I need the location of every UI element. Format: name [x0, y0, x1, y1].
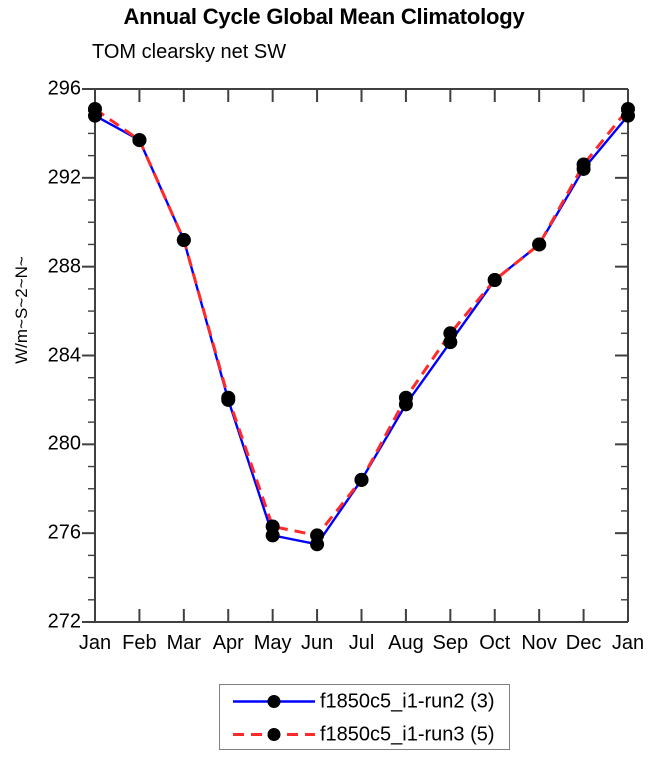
y-axis-tick-label: 284 [47, 344, 81, 366]
x-axis-tick-label: Aug [388, 632, 424, 654]
y-axis-tick-label: 296 [47, 77, 81, 100]
data-point-marker [132, 133, 147, 148]
x-axis-tick-label: Oct [479, 632, 511, 654]
y-axis-tick-label: 280 [47, 432, 81, 455]
x-axis-tick-label: Apr [212, 632, 244, 654]
data-point-marker [176, 233, 191, 248]
legend-label-1: f1850c5_i1-run3 (5) [320, 723, 495, 745]
legend-sample-line-0 [233, 695, 315, 708]
data-point-marker [88, 101, 102, 116]
legend-entry-0[interactable]: f1850c5_i1-run2 (3) [220, 685, 509, 718]
y-axis-tick-label: 276 [47, 521, 81, 544]
x-axis-tick-label: Jun [300, 632, 334, 654]
x-axis-tick-label: Jan [78, 632, 112, 654]
chart-subtitle: TOM clearsky net SW [92, 41, 287, 63]
data-point-marker [310, 528, 325, 543]
legend-sample-line-1 [233, 728, 315, 741]
legend-label-0: f1850c5_i1-run2 (3) [320, 690, 495, 712]
data-point-marker [532, 237, 547, 252]
chart-title: Annual Cycle Global Mean Climatology [123, 4, 525, 29]
x-axis-tick-label: Dec [565, 632, 602, 654]
x-axis-tick-label: Feb [122, 632, 157, 654]
data-point-marker [576, 157, 591, 172]
data-point-marker [487, 272, 502, 287]
y-axis-tick-label: 292 [47, 166, 81, 189]
x-axis-tick-label: Jan [611, 632, 645, 654]
x-axis-tick-label: Mar [166, 632, 202, 654]
chart-legend: f1850c5_i1-run2 (3) f1850c5_i1-run3 (5) [219, 684, 510, 750]
x-axis-tick-label: Nov [521, 632, 557, 654]
data-point-marker [221, 390, 236, 405]
data-point-marker [265, 519, 280, 534]
y-axis-tick-label: 272 [47, 610, 81, 633]
legend-entry-1[interactable]: f1850c5_i1-run3 (5) [220, 718, 509, 751]
data-point-marker [443, 326, 458, 341]
axes-frame [82, 88, 629, 623]
data-point-marker [621, 101, 635, 116]
x-axis-tick-label: Sep [432, 632, 469, 654]
data-point-marker [354, 472, 369, 487]
x-axis-tick-label: Jul [348, 632, 375, 654]
x-axis-tick-label: May [253, 632, 292, 654]
data-series-group [88, 101, 635, 552]
data-point-marker [398, 390, 413, 405]
series-line-1 [94, 107, 630, 538]
y-axis-tick-label: 288 [47, 255, 81, 278]
